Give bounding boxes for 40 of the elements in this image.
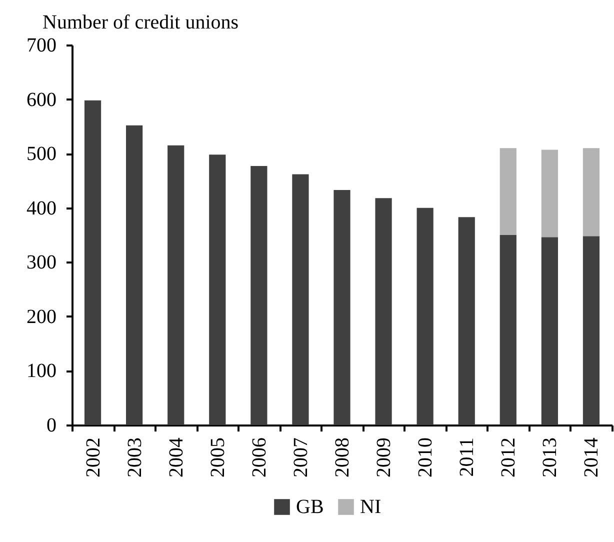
- y-tick-label: 700: [26, 34, 56, 56]
- bar: [582, 148, 600, 236]
- y-tick-label: 100: [26, 360, 56, 382]
- bar: [416, 208, 434, 425]
- bar: [168, 145, 184, 425]
- y-tick-label: 200: [26, 306, 56, 328]
- bar: [84, 100, 102, 425]
- bar: [500, 235, 516, 425]
- x-tick-label: 2014: [580, 438, 603, 478]
- x-tick-label: 2009: [373, 438, 396, 478]
- y-tick-label: 300: [26, 252, 56, 274]
- bar: [292, 174, 309, 425]
- bar: [500, 148, 516, 235]
- bar: [582, 236, 600, 425]
- y-tick-label: 0: [46, 414, 56, 436]
- y-tick-label: 500: [26, 143, 56, 166]
- bar: [541, 237, 558, 425]
- y-tick-label: 400: [26, 197, 56, 220]
- bar: [126, 125, 143, 425]
- legend-label: GB: [296, 496, 324, 518]
- x-tick-label: 2011: [456, 438, 478, 477]
- x-tick-label: 2012: [498, 438, 520, 478]
- bar: [375, 198, 392, 425]
- x-tick-label: 2007: [290, 438, 312, 478]
- x-tick-label: 2005: [206, 438, 229, 478]
- y-tick-label: 600: [26, 88, 56, 111]
- legend-label: NI: [360, 496, 382, 518]
- bar: [334, 190, 350, 425]
- x-tick-label: 2008: [332, 438, 354, 478]
- x-tick-label: 2003: [124, 438, 146, 478]
- x-tick-label: 2013: [539, 438, 562, 478]
- x-tick-label: 2004: [165, 438, 188, 478]
- y-axis-title: Number of credit unions: [42, 12, 239, 34]
- bar: [250, 166, 268, 425]
- x-tick-label: 2002: [82, 438, 104, 478]
- bar: [209, 154, 226, 425]
- bar: [541, 150, 558, 238]
- bar: [458, 217, 475, 425]
- x-tick-label: 2006: [248, 438, 270, 478]
- x-tick-label: 2010: [414, 438, 437, 478]
